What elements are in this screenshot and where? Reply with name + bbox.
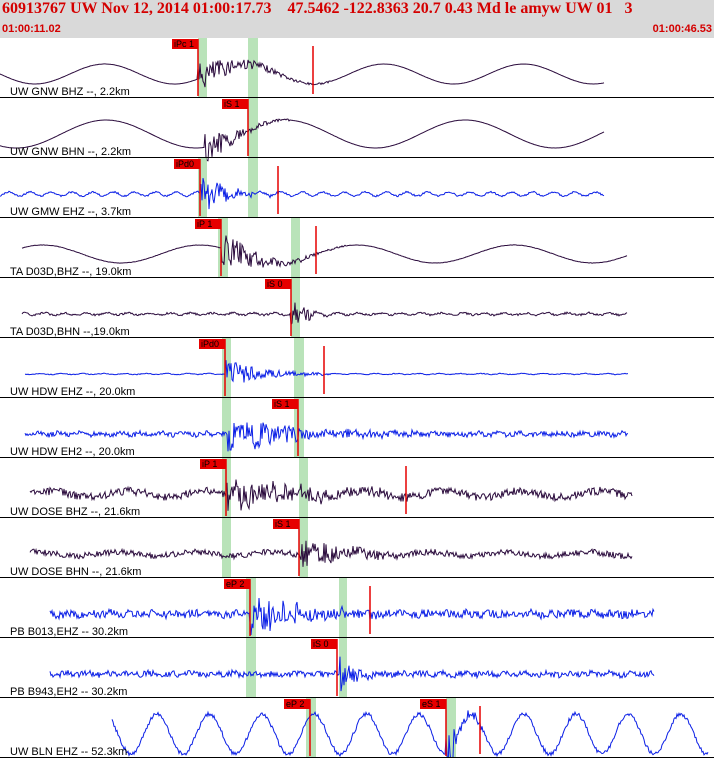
phase-pick-label: iPd0 (201, 339, 219, 349)
pick-window-band (248, 98, 258, 158)
pick-window-band (446, 698, 456, 758)
phase-pick-marker[interactable] (200, 459, 226, 469)
seismogram-panel: iPc 1 UW GNW BHZ --, 2.2km iS 1 UW GNW BHN … (0, 38, 714, 758)
phase-pick-marker[interactable] (272, 399, 298, 409)
time-end-label: 01:00:46.53 (652, 23, 712, 35)
phase-pick-marker[interactable] (420, 699, 446, 709)
station-label: PB B013,EHZ -- 30.2km (10, 626, 128, 638)
waveform-trace (29, 540, 633, 567)
station-label: UW HDW EHZ --, 20.0km (10, 386, 135, 398)
waveform-trace (49, 597, 655, 635)
phase-pick-label: iPc 1 (174, 39, 194, 49)
phase-pick-label: iS 1 (275, 519, 291, 529)
waveform-trace (49, 656, 655, 692)
pick-window-band (198, 38, 207, 98)
phase-pick-label: eP 2 (286, 699, 304, 709)
phase-pick-marker[interactable] (222, 99, 248, 109)
phase-pick-marker[interactable] (172, 39, 198, 49)
waveform-trace (21, 302, 628, 326)
pick-window-band (294, 398, 304, 458)
pick-window-band (339, 578, 347, 638)
phase-pick-label: iS 1 (224, 99, 240, 109)
station-label: PB B943,EH2 -- 30.2km (10, 686, 127, 698)
phase-pick-label: eS 1 (422, 699, 441, 709)
station-label: UW HDW EH2 --, 20.0km (10, 446, 135, 458)
waveform-trace (111, 710, 709, 758)
pick-window-band (339, 638, 347, 698)
phase-pick-marker[interactable] (311, 639, 337, 649)
waveform-trace (0, 177, 605, 210)
phase-pick-marker[interactable] (273, 519, 299, 529)
phase-pick-label: eP 2 (226, 579, 244, 589)
pick-window-band (248, 158, 258, 218)
phase-pick-marker[interactable] (224, 579, 250, 589)
pick-window-band (246, 578, 256, 638)
station-label: UW GNW BHN --, 2.2km (10, 146, 131, 158)
pick-window-band (291, 218, 300, 278)
phase-pick-marker[interactable] (174, 159, 200, 169)
station-label: TA D03D,BHN --,19.0km (10, 326, 130, 338)
header-bar: 60913767 UW Nov 12, 2014 01:00:17.73 47.… (0, 0, 714, 38)
pick-window-band (222, 518, 231, 578)
pick-window-band (294, 338, 304, 398)
waveform-trace (0, 59, 605, 88)
waveform-trace (0, 118, 605, 162)
pick-window-band (248, 38, 258, 98)
station-label: UW BLN EHZ -- 52.3km (10, 746, 127, 758)
pick-window-band (218, 218, 228, 278)
station-label: TA D03D,BHZ --, 19.0km (10, 266, 131, 278)
time-start-label: 01:00:11.02 (2, 23, 61, 35)
waveform-trace (24, 422, 629, 452)
pick-window-band (222, 398, 231, 458)
waveform-trace (29, 479, 633, 511)
waveform-trace (21, 235, 628, 268)
phase-pick-label: iS 1 (274, 399, 290, 409)
station-label: UW DOSE BHN --, 21.6km (10, 566, 141, 578)
station-label: UW GMW EHZ --, 3.7km (10, 206, 131, 218)
phase-pick-label: iS 0 (267, 279, 283, 289)
pick-window-band (299, 518, 308, 578)
phase-pick-marker[interactable] (199, 339, 225, 349)
pick-window-band (306, 698, 316, 758)
pick-window-band (246, 638, 256, 698)
station-label: UW GNW BHZ --, 2.2km (10, 86, 130, 98)
phase-pick-label: iP 1 (197, 219, 212, 229)
phase-pick-label: iP 1 (202, 459, 217, 469)
event-title: 60913767 UW Nov 12, 2014 01:00:17.73 47.… (2, 0, 633, 17)
phase-pick-marker[interactable] (265, 279, 291, 289)
phase-pick-marker[interactable] (284, 699, 310, 709)
phase-pick-label: iS 0 (313, 639, 329, 649)
pick-window-band (299, 458, 308, 518)
phase-pick-label: iPd0 (176, 159, 194, 169)
phase-pick-marker[interactable] (195, 219, 221, 229)
station-label: UW DOSE BHZ --, 21.6km (10, 506, 140, 518)
waveform-trace (24, 360, 629, 383)
